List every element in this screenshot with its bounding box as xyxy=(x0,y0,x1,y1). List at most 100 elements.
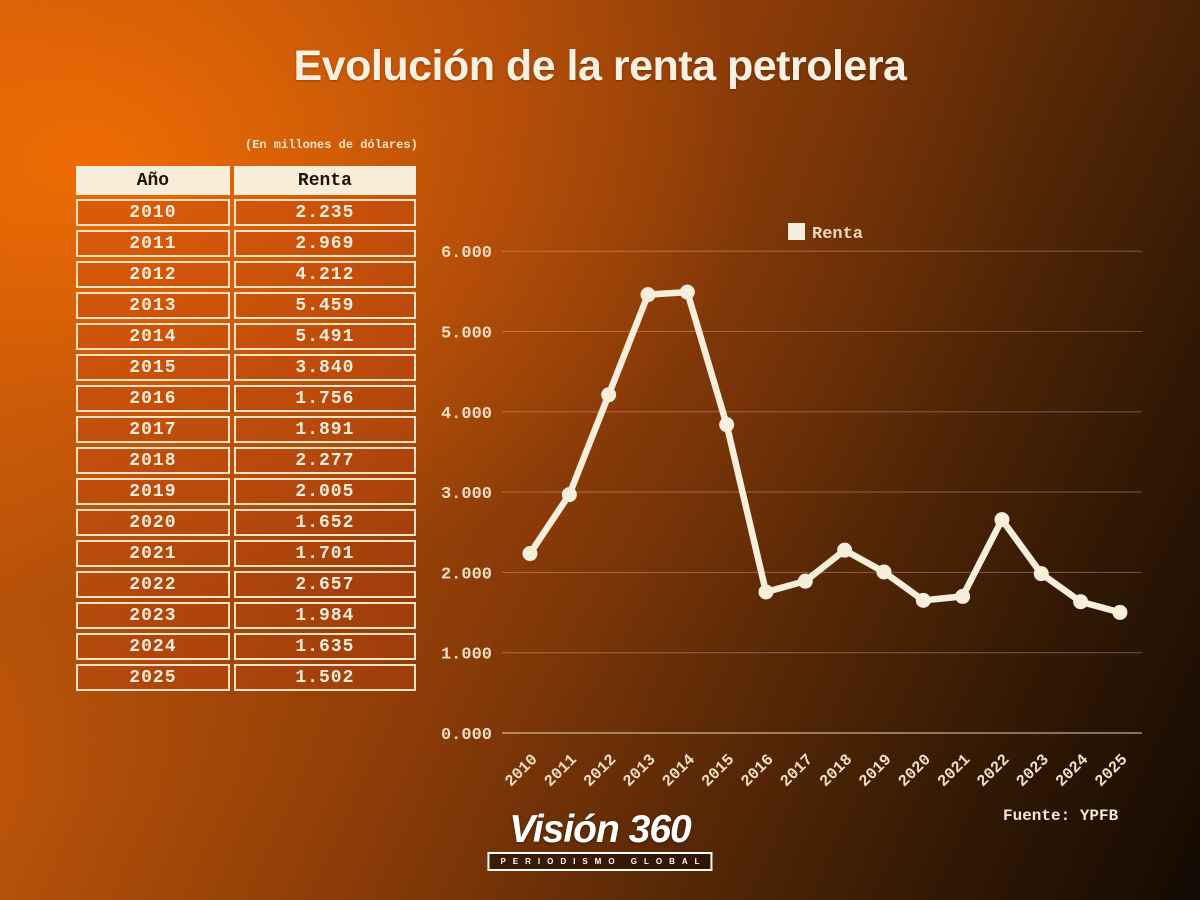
table-row: 2022 2.657 xyxy=(76,571,416,598)
table-row: 2019 2.005 xyxy=(76,478,416,505)
table-row: 2018 2.277 xyxy=(76,447,416,474)
renta-line xyxy=(526,288,1124,616)
cell-year: 2011 xyxy=(76,230,230,257)
x-tick-label: 2019 xyxy=(856,751,896,791)
table-header-year: Año xyxy=(76,166,230,195)
cell-year: 2010 xyxy=(76,199,230,226)
table-row: 2014 5.491 xyxy=(76,323,416,350)
table-row: 2021 1.701 xyxy=(76,540,416,567)
cell-renta: 2.277 xyxy=(233,447,416,474)
data-point-2020 xyxy=(915,592,931,608)
data-point-2011 xyxy=(561,487,577,503)
cell-year: 2016 xyxy=(76,385,230,412)
cell-year: 2017 xyxy=(76,416,230,443)
table-row: 2011 2.969 xyxy=(76,230,416,257)
cell-renta: 1.891 xyxy=(233,416,416,443)
data-point-2018 xyxy=(837,542,853,558)
cell-renta: 1.701 xyxy=(233,540,416,567)
renta-table: Año Renta 2010 2.235 2011 2.969 2012 4.212 201… xyxy=(72,162,420,695)
table-row: 2025 1.502 xyxy=(76,664,416,691)
data-point-2015 xyxy=(719,417,735,433)
x-tick-label: 2010 xyxy=(502,751,542,791)
x-tick-label: 2022 xyxy=(974,751,1014,791)
cell-year: 2014 xyxy=(76,323,230,350)
cell-renta: 2.657 xyxy=(233,571,416,598)
table-row: 2015 3.840 xyxy=(76,354,416,381)
data-point-2019 xyxy=(876,564,892,580)
cell-year: 2018 xyxy=(76,447,230,474)
cell-renta: 1.652 xyxy=(233,509,416,536)
x-tick-label: 2024 xyxy=(1052,751,1092,791)
cell-year: 2021 xyxy=(76,540,230,567)
x-tick-label: 2016 xyxy=(738,751,778,791)
x-tick-label: 2013 xyxy=(620,751,660,791)
data-point-2016 xyxy=(758,584,774,600)
y-tick-label: 1.000 xyxy=(441,646,492,665)
table-row: 2016 1.756 xyxy=(76,385,416,412)
cell-renta: 4.212 xyxy=(233,261,416,288)
page-title: Evolución de la renta petrolera xyxy=(293,42,907,90)
data-point-2013 xyxy=(640,287,656,303)
cell-renta: 5.491 xyxy=(233,323,416,350)
table-row: 2010 2.235 xyxy=(76,199,416,226)
y-tick-label: 3.000 xyxy=(441,485,492,504)
data-point-2025 xyxy=(1112,604,1128,620)
x-tick-label: 2020 xyxy=(895,751,935,791)
cell-renta: 5.459 xyxy=(233,292,416,319)
cell-year: 2024 xyxy=(76,633,230,660)
cell-year: 2013 xyxy=(76,292,230,319)
table-row: 2012 4.212 xyxy=(76,261,416,288)
x-tick-label: 2023 xyxy=(1013,751,1053,791)
table-row: 2020 1.652 xyxy=(76,509,416,536)
x-tick-label: 2011 xyxy=(541,751,581,791)
legend-label: Renta xyxy=(812,225,863,244)
data-point-2014 xyxy=(679,284,695,300)
cell-renta: 1.635 xyxy=(233,633,416,660)
table-row: 2024 1.635 xyxy=(76,633,416,660)
table-header-renta: Renta xyxy=(233,166,416,195)
brand-logo: Visión 360 PERIODISMO GLOBAL xyxy=(487,808,713,871)
brand-logo-tagline: PERIODISMO GLOBAL xyxy=(487,852,713,871)
cell-year: 2023 xyxy=(76,602,230,629)
data-point-2024 xyxy=(1073,594,1089,610)
cell-renta: 1.502 xyxy=(233,664,416,691)
cell-year: 2022 xyxy=(76,571,230,598)
x-tick-label: 2021 xyxy=(934,751,974,791)
brand-logo-name: Visión 360 xyxy=(509,808,691,851)
x-tick-label: 2014 xyxy=(659,751,699,791)
x-tick-label: 2025 xyxy=(1092,751,1132,791)
source-note: Fuente: YPFB xyxy=(1003,807,1119,825)
cell-year: 2025 xyxy=(76,664,230,691)
y-tick-label: 5.000 xyxy=(441,325,492,344)
table-body: 2010 2.235 2011 2.969 2012 4.212 2013 5.459 2014… xyxy=(76,199,416,691)
cell-renta: 2.235 xyxy=(233,199,416,226)
data-point-2022 xyxy=(994,512,1010,528)
table-row: 2013 5.459 xyxy=(76,292,416,319)
cell-year: 2015 xyxy=(76,354,230,381)
cell-renta: 1.984 xyxy=(233,602,416,629)
y-tick-label: 2.000 xyxy=(441,565,492,584)
table-row: 2023 1.984 xyxy=(76,602,416,629)
legend-swatch xyxy=(788,223,805,240)
x-tick-label: 2015 xyxy=(698,751,738,791)
x-tick-label: 2017 xyxy=(777,751,817,791)
cell-renta: 3.840 xyxy=(233,354,416,381)
cell-renta: 2.969 xyxy=(233,230,416,257)
data-point-2023 xyxy=(1033,566,1049,582)
data-point-2010 xyxy=(522,546,538,562)
cell-year: 2019 xyxy=(76,478,230,505)
data-point-2012 xyxy=(601,387,617,403)
y-tick-label: 6.000 xyxy=(441,244,492,263)
table-header-row: Año Renta xyxy=(76,166,416,195)
x-tick-label: 2018 xyxy=(816,751,856,791)
x-tick-label: 2012 xyxy=(580,751,620,791)
table-row: 2017 1.891 xyxy=(76,416,416,443)
units-subtitle: (En millones de dólares) xyxy=(245,138,418,152)
data-point-2021 xyxy=(955,588,971,604)
cell-renta: 1.756 xyxy=(233,385,416,412)
cell-renta: 2.005 xyxy=(233,478,416,505)
cell-year: 2012 xyxy=(76,261,230,288)
cell-year: 2020 xyxy=(76,509,230,536)
